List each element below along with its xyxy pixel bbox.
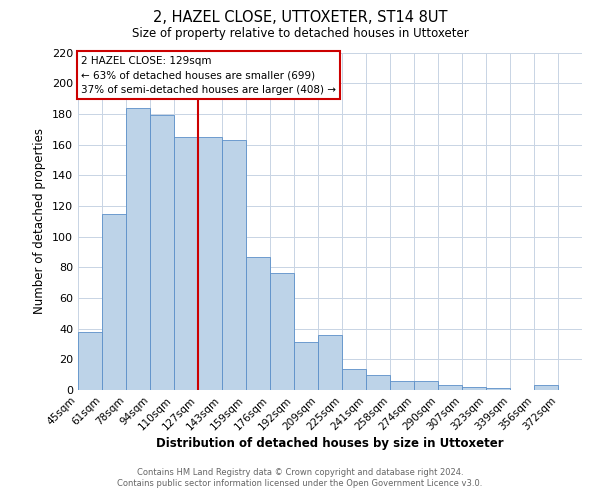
Bar: [222, 140, 246, 390]
Bar: [486, 388, 510, 390]
Bar: [366, 374, 390, 390]
Bar: [318, 335, 342, 390]
Text: Contains HM Land Registry data © Crown copyright and database right 2024.
Contai: Contains HM Land Registry data © Crown c…: [118, 468, 482, 487]
Bar: [390, 381, 414, 390]
Bar: [462, 387, 486, 390]
Bar: [198, 137, 222, 390]
Bar: [246, 256, 270, 390]
Bar: [150, 116, 174, 390]
Text: Size of property relative to detached houses in Uttoxeter: Size of property relative to detached ho…: [131, 28, 469, 40]
Bar: [294, 342, 318, 390]
Bar: [78, 332, 102, 390]
Bar: [126, 108, 150, 390]
Bar: [174, 137, 198, 390]
Text: 2 HAZEL CLOSE: 129sqm
← 63% of detached houses are smaller (699)
37% of semi-det: 2 HAZEL CLOSE: 129sqm ← 63% of detached …: [81, 56, 336, 95]
Bar: [534, 386, 558, 390]
Bar: [438, 386, 462, 390]
Y-axis label: Number of detached properties: Number of detached properties: [34, 128, 46, 314]
Text: 2, HAZEL CLOSE, UTTOXETER, ST14 8UT: 2, HAZEL CLOSE, UTTOXETER, ST14 8UT: [153, 10, 447, 25]
Bar: [102, 214, 126, 390]
X-axis label: Distribution of detached houses by size in Uttoxeter: Distribution of detached houses by size …: [156, 438, 504, 450]
Bar: [342, 368, 366, 390]
Bar: [270, 274, 294, 390]
Bar: [414, 381, 438, 390]
